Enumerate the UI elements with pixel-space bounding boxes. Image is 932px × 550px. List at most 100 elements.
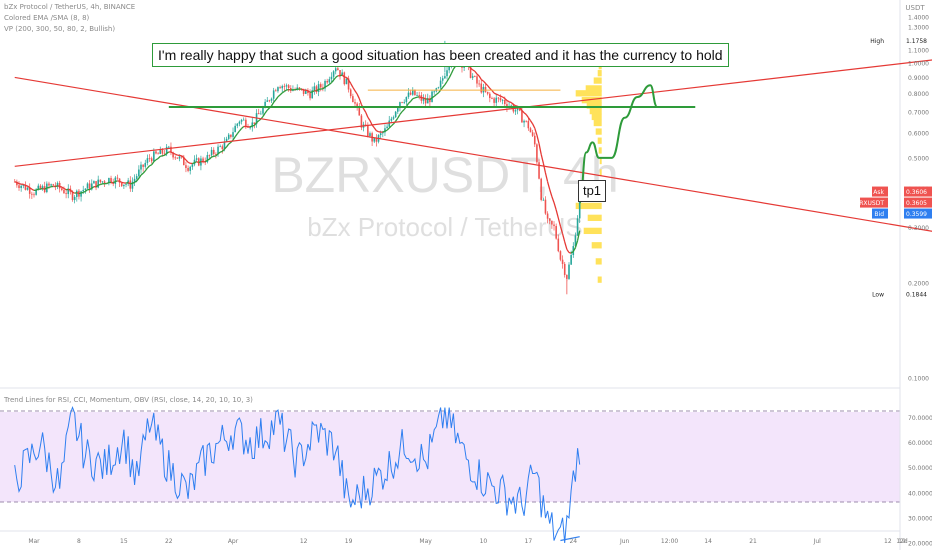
ema-segment	[164, 152, 168, 156]
ema-segment	[390, 123, 394, 127]
time-tick-label: Jul	[813, 538, 822, 545]
ema-segment	[196, 161, 200, 164]
time-tick-label: 17	[525, 538, 533, 545]
candle-body	[20, 185, 22, 188]
candle-body	[433, 91, 435, 93]
candle-body	[358, 106, 361, 116]
candle-body	[422, 98, 425, 101]
ema-segment	[226, 143, 230, 148]
ema-segment	[363, 108, 367, 113]
candle-body	[392, 117, 395, 119]
ema-segment	[427, 98, 431, 101]
candle-body	[382, 132, 384, 134]
candle-body	[180, 156, 183, 158]
volume-profile-bar	[591, 113, 602, 121]
candle-body	[138, 169, 140, 177]
ema-segment	[566, 248, 570, 253]
overlays	[14, 59, 932, 254]
ema-segment	[354, 90, 358, 95]
volume-profile-bar	[591, 242, 602, 249]
ema-segment	[559, 226, 564, 234]
candle-body	[538, 162, 540, 179]
time-tick-label: 15	[120, 538, 128, 545]
candle-body	[16, 181, 18, 186]
rsi-pane	[14, 406, 581, 544]
last-price-badge-label: BZRXUSDT	[851, 200, 884, 207]
ema-segment	[270, 101, 275, 107]
candle-body	[168, 146, 170, 148]
candle-body	[326, 80, 328, 83]
ema-segment	[328, 82, 332, 85]
ema-segment	[538, 143, 542, 155]
ema-segment	[132, 181, 135, 184]
volume-profile-bar	[593, 77, 602, 84]
target-label[interactable]: tp1	[578, 180, 606, 202]
ema-segment	[376, 130, 379, 133]
candle-body	[553, 224, 555, 227]
candle-body	[322, 87, 324, 89]
header-rsi[interactable]: Trend Lines for RSI, CCI, Momentum, OBV …	[4, 396, 253, 404]
candle-body	[518, 108, 521, 111]
candle-body	[183, 156, 185, 166]
candle-body	[446, 70, 448, 77]
candle-body	[33, 194, 35, 196]
ema-segment	[322, 86, 326, 90]
ema-segment	[333, 76, 337, 81]
candle-body	[367, 125, 369, 137]
candle-body	[255, 113, 258, 125]
ema-segment	[446, 77, 450, 82]
candle-body	[99, 179, 102, 183]
header-vp[interactable]: VP (200, 300, 50, 80, 2, Bullish)	[4, 25, 116, 33]
ema-segment	[160, 155, 163, 157]
ema-segment	[555, 209, 559, 219]
candle-body	[71, 191, 74, 201]
ema-segment	[14, 181, 18, 184]
candle-body	[416, 95, 418, 96]
candle-body	[407, 92, 410, 97]
candle-body	[61, 188, 63, 190]
ema-segment	[352, 86, 356, 92]
ema-segment	[16, 181, 20, 185]
candle-body	[559, 251, 562, 260]
header-ema[interactable]: Colored EMA /SMA (8, 8)	[4, 14, 90, 22]
ema-segment	[279, 92, 283, 96]
time-tick-label: 12:00	[661, 538, 678, 545]
candle-body	[84, 188, 87, 190]
bid-badge-label: Bid	[874, 211, 884, 218]
candle-body	[309, 93, 311, 99]
candle-body	[88, 183, 91, 190]
high-badge-value: 1.1758	[906, 38, 927, 45]
ema-segment	[330, 79, 335, 84]
time-tick-label: 12d	[896, 538, 908, 545]
volume-profile-bar	[581, 97, 602, 104]
header-symbol[interactable]: bZx Protocol / TetherUS, 4h, BINANCE	[4, 3, 136, 11]
ema-segment	[367, 116, 371, 121]
candle-body	[521, 110, 523, 123]
ema-segment	[78, 192, 82, 195]
ema-segment	[474, 70, 478, 75]
candle-body	[120, 182, 123, 187]
ema-segment	[35, 188, 39, 191]
high-badge: High 1.1758	[868, 35, 932, 46]
candle-body	[103, 181, 106, 184]
ema-segment	[540, 154, 544, 164]
annotation-note[interactable]: I'm really happy that such a good situat…	[152, 43, 729, 67]
ema-segment	[119, 180, 123, 183]
ema-segment	[207, 158, 210, 161]
currency-badge[interactable]: USDT	[905, 4, 925, 12]
low-badge-label-box	[868, 289, 888, 300]
candle-body	[80, 191, 82, 197]
ema-segment	[506, 99, 510, 103]
ema-segment	[542, 163, 547, 173]
ema-segment	[386, 127, 390, 131]
last-price-badge: BZRXUSDT 0.3605	[851, 197, 932, 208]
ema-segment	[341, 74, 345, 78]
ema-segment	[369, 120, 373, 126]
time-tick-label: 12	[300, 538, 308, 545]
candle-body	[476, 76, 478, 84]
ema-segment	[211, 155, 214, 158]
candle-body	[133, 178, 136, 182]
candle-body	[65, 193, 67, 195]
ema-segment	[127, 181, 131, 185]
